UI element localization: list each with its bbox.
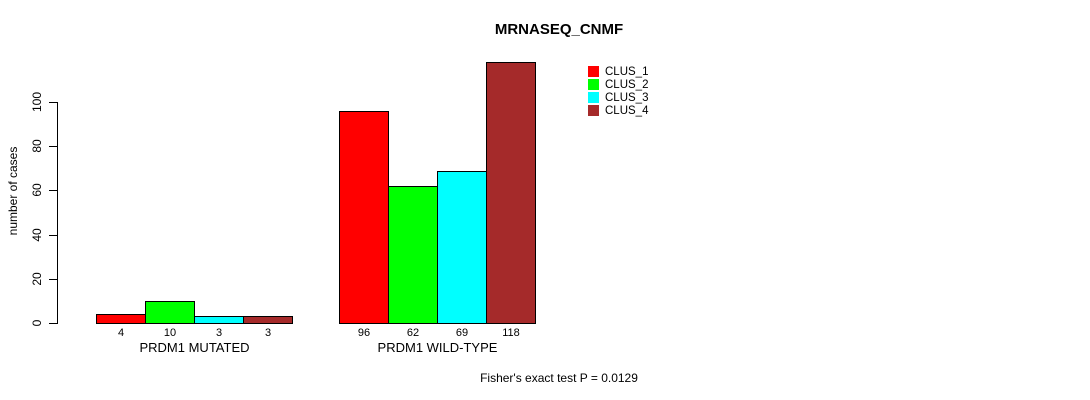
bar-value-label: 10	[163, 327, 177, 339]
fisher-test-note: Fisher's exact test P = 0.0129	[480, 371, 638, 385]
bar-value-label: 118	[502, 327, 520, 339]
bar-clus_3-mutated	[194, 316, 244, 324]
legend-row-clus_3: CLUS_3	[588, 91, 648, 104]
legend-row-clus_4: CLUS_4	[588, 104, 648, 117]
y-tick-mark	[49, 190, 57, 191]
legend-label: CLUS_3	[605, 91, 649, 104]
legend-label: CLUS_1	[605, 65, 649, 78]
y-axis-line	[57, 102, 58, 324]
y-tick-mark	[49, 146, 57, 147]
bar-clus_1-wildtype	[339, 111, 389, 324]
chart-title: MRNASEQ_CNMF	[494, 21, 624, 38]
bar-value-label: 69	[455, 327, 469, 339]
y-tick-label: 20	[30, 272, 44, 286]
bar-clus_2-mutated	[145, 301, 195, 324]
legend: CLUS_1 CLUS_2 CLUS_3 CLUS_4	[588, 65, 648, 117]
bar-value-label: 3	[215, 327, 223, 339]
y-tick-mark	[49, 279, 57, 280]
bar-clus_4-mutated	[243, 316, 293, 324]
legend-row-clus_2: CLUS_2	[588, 78, 648, 91]
legend-label: CLUS_2	[605, 78, 649, 91]
legend-swatch-icon	[588, 92, 599, 103]
bar-clus_4-wildtype	[486, 62, 536, 324]
category-label: PRDM1 MUTATED	[139, 340, 250, 355]
y-tick-label: 0	[30, 319, 44, 327]
y-tick-label: 80	[30, 139, 44, 153]
legend-row-clus_1: CLUS_1	[588, 65, 648, 78]
y-axis-label: number of cases	[6, 146, 20, 236]
bar-value-label: 3	[264, 327, 272, 339]
legend-swatch-icon	[588, 105, 599, 116]
bar-clus_3-wildtype	[437, 171, 487, 324]
bar-clus_1-mutated	[96, 314, 146, 324]
legend-label: CLUS_4	[605, 104, 649, 117]
y-tick-mark	[49, 235, 57, 236]
bar-value-label: 4	[117, 327, 125, 339]
legend-swatch-icon	[588, 66, 599, 77]
bar-clus_2-wildtype	[388, 186, 438, 324]
bar-value-label: 62	[406, 327, 420, 339]
bar-value-label: 96	[357, 327, 371, 339]
y-tick-label: 100	[30, 91, 44, 113]
y-tick-mark	[49, 102, 57, 103]
legend-swatch-icon	[588, 79, 599, 90]
category-label: PRDM1 WILD-TYPE	[377, 340, 498, 355]
y-tick-mark	[49, 323, 57, 324]
y-tick-label: 40	[30, 228, 44, 242]
y-tick-label: 60	[30, 183, 44, 197]
